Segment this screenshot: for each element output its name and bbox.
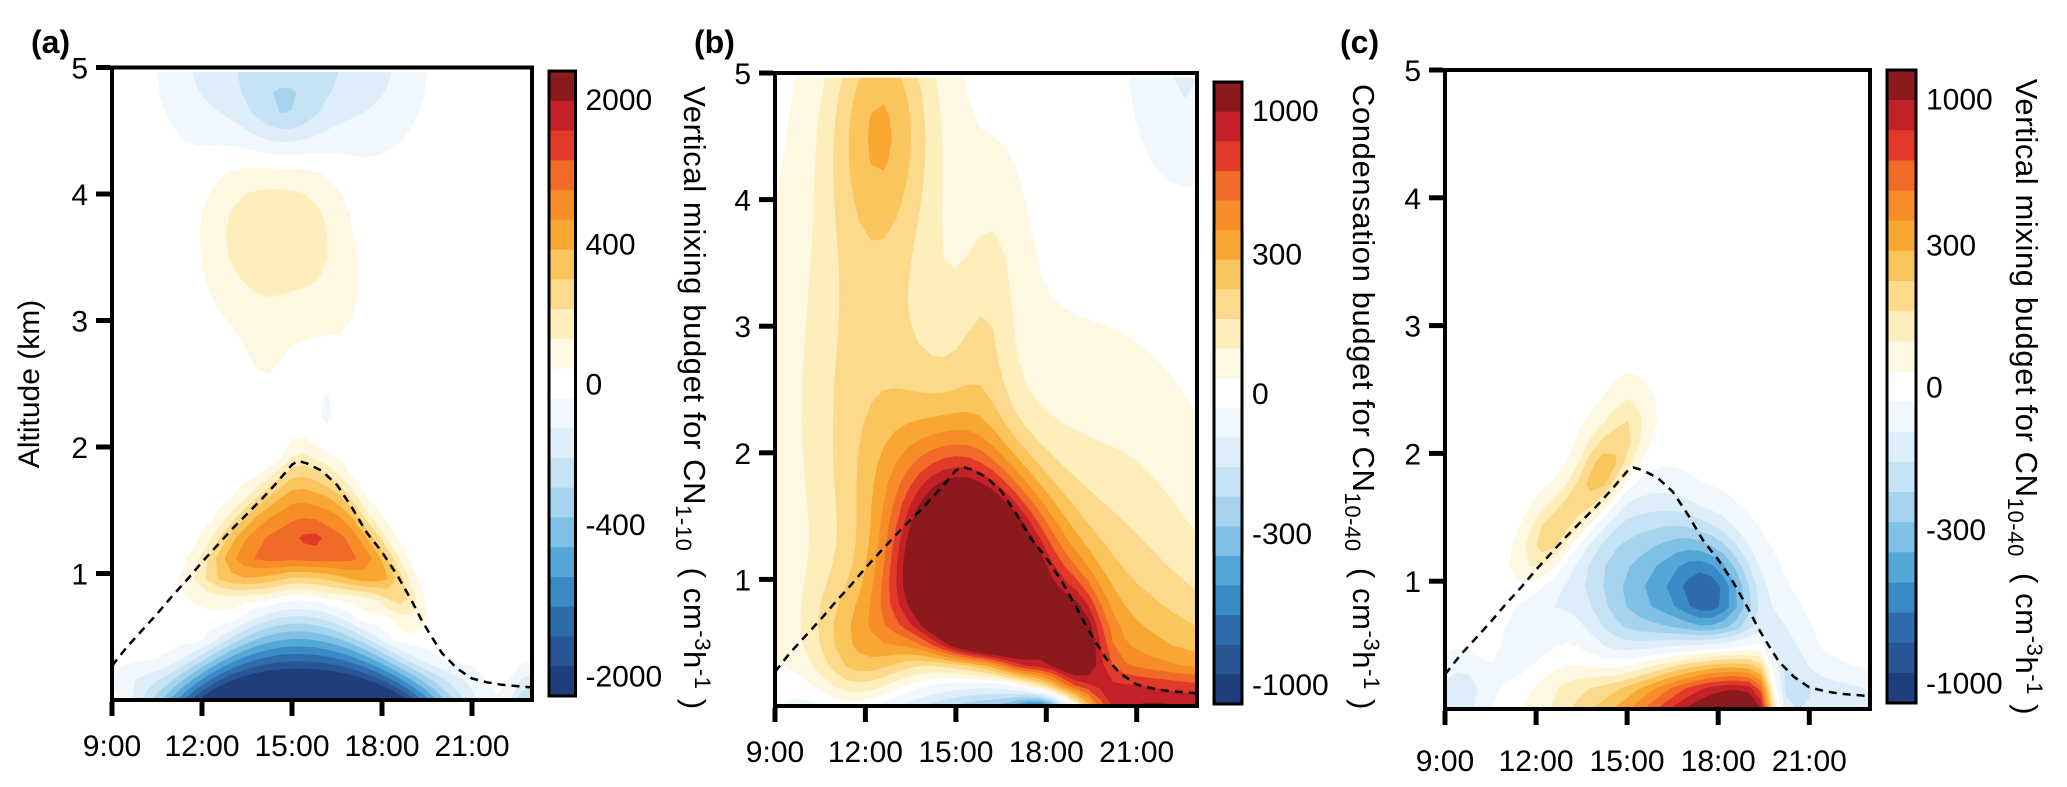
- svg-text:15:00: 15:00: [254, 730, 329, 763]
- svg-text:18:00: 18:00: [1681, 745, 1756, 778]
- svg-text:12:00: 12:00: [1499, 745, 1574, 778]
- svg-text:3: 3: [1404, 311, 1421, 344]
- svg-text:1: 1: [71, 559, 88, 592]
- svg-text:5: 5: [71, 53, 88, 86]
- svg-text:21:00: 21:00: [1099, 736, 1174, 769]
- svg-text:0: 0: [586, 369, 603, 402]
- svg-text:21:00: 21:00: [1772, 745, 1847, 778]
- svg-text:4: 4: [71, 179, 88, 212]
- svg-text:1000: 1000: [1252, 95, 1319, 128]
- svg-text:1: 1: [734, 564, 751, 597]
- svg-text:-1000: -1000: [1926, 667, 2003, 700]
- svg-text:2: 2: [734, 438, 751, 471]
- svg-text:21:00: 21:00: [434, 730, 509, 763]
- svg-text:2000: 2000: [586, 84, 653, 117]
- svg-text:4: 4: [734, 185, 751, 218]
- svg-text:5: 5: [1404, 55, 1421, 88]
- svg-text:18:00: 18:00: [344, 730, 419, 763]
- svg-text:-1000: -1000: [1252, 669, 1329, 702]
- svg-text:3: 3: [71, 306, 88, 339]
- svg-text:(b): (b): [694, 24, 735, 60]
- svg-text:2: 2: [1404, 438, 1421, 471]
- svg-text:18:00: 18:00: [1009, 736, 1084, 769]
- svg-text:5: 5: [734, 58, 751, 91]
- svg-text:300: 300: [1926, 230, 1976, 263]
- svg-text:15:00: 15:00: [918, 736, 993, 769]
- svg-text:-2000: -2000: [586, 661, 663, 694]
- svg-text:3: 3: [734, 311, 751, 344]
- svg-text:4: 4: [1404, 183, 1421, 216]
- svg-text:Vertical mixing budget for CN1: Vertical mixing budget for CN1-10 ( cm-3…: [671, 86, 715, 710]
- svg-text:15:00: 15:00: [1590, 745, 1665, 778]
- svg-text:2: 2: [71, 432, 88, 465]
- svg-text:9:00: 9:00: [83, 730, 141, 763]
- svg-text:1000: 1000: [1926, 84, 1993, 117]
- svg-text:Vertical mixing budget for CN1: Vertical mixing budget for CN10-40 ( cm-…: [2003, 79, 2047, 715]
- svg-text:(a): (a): [31, 24, 70, 60]
- svg-text:400: 400: [586, 229, 636, 262]
- svg-text:Condensation budget for CN10-4: Condensation budget for CN10-40 ( cm-3h-…: [1340, 84, 1384, 710]
- svg-text:1: 1: [1404, 566, 1421, 599]
- svg-text:-300: -300: [1926, 514, 1986, 547]
- svg-text:Altitude (km): Altitude (km): [13, 300, 46, 468]
- svg-text:12:00: 12:00: [828, 736, 903, 769]
- svg-text:12:00: 12:00: [164, 730, 239, 763]
- svg-text:(c): (c): [1340, 24, 1379, 60]
- svg-text:9:00: 9:00: [746, 736, 804, 769]
- svg-text:300: 300: [1252, 239, 1302, 272]
- svg-text:-400: -400: [586, 509, 646, 542]
- svg-text:0: 0: [1252, 378, 1269, 411]
- svg-text:0: 0: [1926, 372, 1943, 405]
- svg-text:-300: -300: [1252, 518, 1312, 551]
- svg-text:9:00: 9:00: [1416, 745, 1474, 778]
